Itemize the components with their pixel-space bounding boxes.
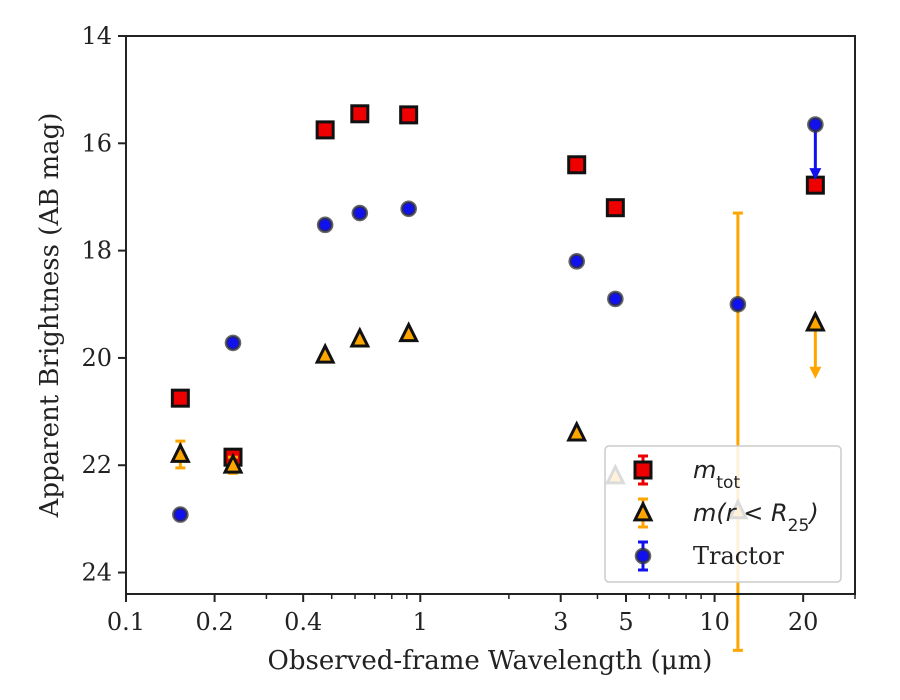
series-1-point-1 (170, 388, 190, 408)
y-tick-label-5: 22 (81, 451, 112, 479)
series-3-point-4 (351, 204, 369, 222)
y-tick-label-4: 20 (81, 344, 112, 372)
x-tick-label-7: 10 (699, 608, 730, 636)
axes: 0.1 0.2 0.4 1 3 5 10 20 14 16 18 20 22 24 (81, 22, 856, 636)
series-2-point-6 (566, 420, 588, 442)
y-tick-label-2: 16 (81, 129, 112, 157)
y-axis-label: Apparent Brightness (AB mag) (35, 113, 65, 519)
series-2-point-3 (314, 342, 336, 364)
x-tick-label-1: 0.1 (107, 608, 145, 636)
series-2-point-9 (804, 310, 826, 332)
series-1-point-7 (605, 198, 625, 218)
x-tick-label-2: 0.2 (196, 608, 234, 636)
x-tick-label-3: 0.4 (284, 608, 322, 636)
series-3-point-9 (807, 116, 824, 133)
x-tick-label-6: 5 (618, 608, 633, 636)
series-2-point-5 (398, 321, 420, 343)
series-3-point-2 (224, 334, 242, 352)
series-1 (170, 104, 825, 467)
series-3-point-3 (316, 216, 334, 234)
series-1-point-5 (399, 105, 419, 125)
legend-marker-2 (632, 500, 654, 522)
series-2-point-9-limit-arrow-head (809, 366, 822, 379)
series-3-point-1 (172, 506, 189, 523)
x-tick-label-5: 3 (553, 608, 568, 636)
x-tick-label-8: 20 (788, 608, 819, 636)
y-tick-label-6: 24 (81, 559, 112, 587)
series-2-point-1 (169, 441, 191, 463)
axes-frame (125, 35, 856, 595)
series-3-point-9-limit-arrow-head (809, 168, 822, 181)
series-3 (172, 116, 824, 523)
y-tick-label-3: 18 (81, 237, 112, 265)
x-axis-label: Observed-frame Wavelength (μm) (268, 646, 713, 676)
series-1-point-6 (567, 155, 587, 175)
legend-marker-1 (633, 460, 653, 480)
series-2-point-4 (349, 326, 371, 348)
series-3-point-8 (729, 295, 747, 313)
y-tick-label-1: 14 (81, 22, 112, 50)
series-2-point-2 (222, 452, 244, 474)
legend-marker-3 (634, 547, 652, 565)
legend-entry-3: Tractor (634, 540, 784, 572)
series-1-point-4 (350, 104, 370, 124)
x-tick-label-4: 1 (413, 608, 428, 636)
legend-label-3: Tractor (693, 542, 784, 570)
legend-box (604, 445, 842, 583)
series-1-point-3 (315, 120, 335, 140)
series-3-point-6 (568, 253, 586, 270)
series-3-point-5 (400, 200, 417, 218)
series-2 (169, 211, 826, 652)
series-3-point-7 (607, 290, 624, 308)
